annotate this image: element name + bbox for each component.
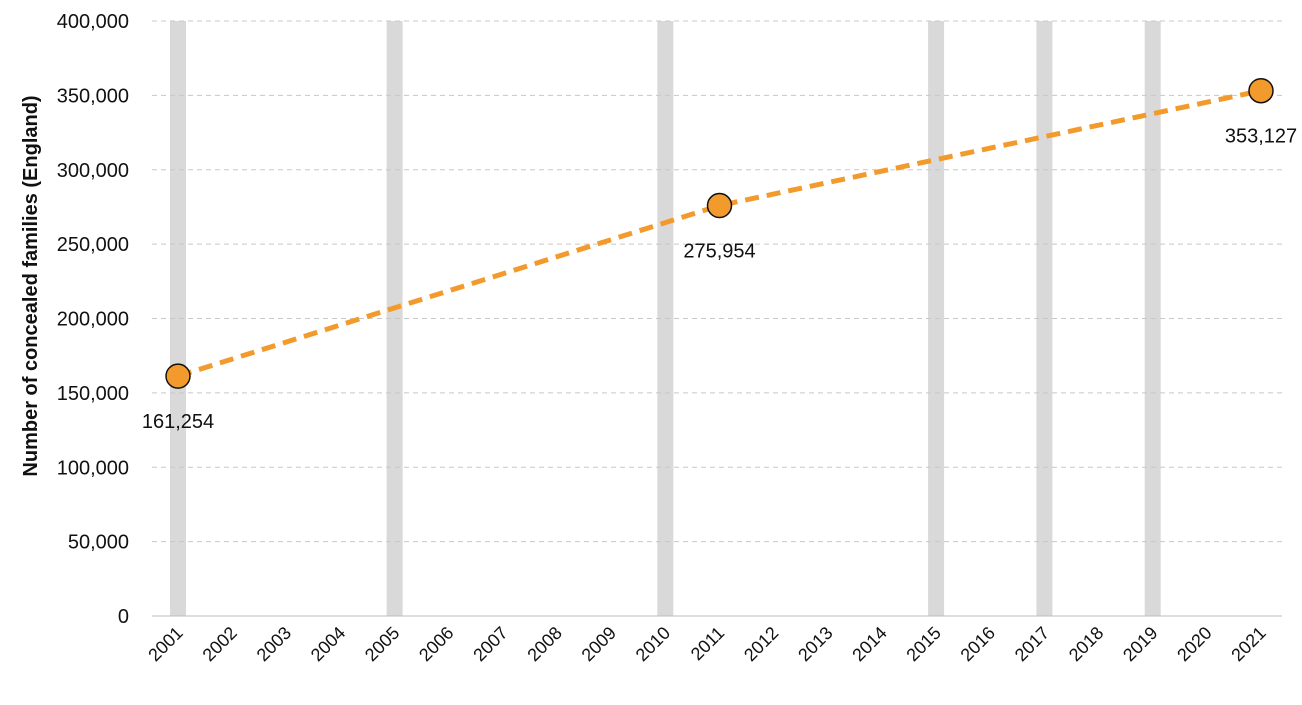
x-tick-label: 2002 xyxy=(199,623,241,665)
x-tick-label: 2003 xyxy=(253,623,295,665)
x-tick-label: 2021 xyxy=(1227,623,1269,665)
data-label: 353,127 xyxy=(1225,126,1297,148)
y-tick-label: 300,000 xyxy=(57,160,129,182)
x-tick-label: 2019 xyxy=(1119,623,1161,665)
x-tick-label: 2004 xyxy=(307,623,349,665)
y-tick-label: 200,000 xyxy=(57,309,129,331)
x-tick-label: 2014 xyxy=(848,623,890,665)
x-tick-label: 2001 xyxy=(144,623,186,665)
x-tick-label: 2016 xyxy=(957,623,999,665)
y-tick-label: 250,000 xyxy=(57,234,129,256)
x-tick-label: 2009 xyxy=(578,623,620,665)
data-point xyxy=(1248,77,1274,104)
y-tick-label: 100,000 xyxy=(57,457,129,479)
x-tick-label: 2010 xyxy=(632,623,674,665)
series-line xyxy=(177,88,1262,379)
x-tick-label: 2015 xyxy=(902,623,944,665)
y-tick-label: 0 xyxy=(118,606,129,628)
x-tick-label: 2018 xyxy=(1065,623,1107,665)
x-axis-ticks: 2001 2002 2003 2004 2005 2006 2007 2008 2009 2010… xyxy=(144,623,1269,665)
y-tick-label: 400,000 xyxy=(57,11,129,33)
y-tick-label: 350,000 xyxy=(57,85,129,107)
data-point xyxy=(706,192,733,219)
x-tick-label: 2008 xyxy=(523,623,565,665)
gridlines xyxy=(152,20,1282,617)
y-tick-label: 150,000 xyxy=(57,383,129,405)
y-axis-ticks: 0 50,000 100,000 150,000 200,000 250,000 300,0… xyxy=(57,11,129,628)
y-axis-label: Number of concealed families (England) xyxy=(20,95,42,476)
y-tick-label: 50,000 xyxy=(68,532,129,554)
series: 161,254 275,954 353,127 xyxy=(142,77,1297,433)
x-tick-label: 2005 xyxy=(361,623,403,665)
data-label: 161,254 xyxy=(142,411,214,433)
x-tick-label: 2013 xyxy=(794,623,836,665)
x-tick-label: 2017 xyxy=(1011,623,1053,665)
x-tick-label: 2020 xyxy=(1173,623,1215,665)
x-tick-label: 2011 xyxy=(687,623,729,665)
data-point xyxy=(165,363,191,389)
x-tick-label: 2006 xyxy=(415,623,457,665)
data-label: 275,954 xyxy=(683,241,755,263)
x-tick-label: 2012 xyxy=(740,623,782,665)
x-tick-label: 2007 xyxy=(469,623,511,665)
